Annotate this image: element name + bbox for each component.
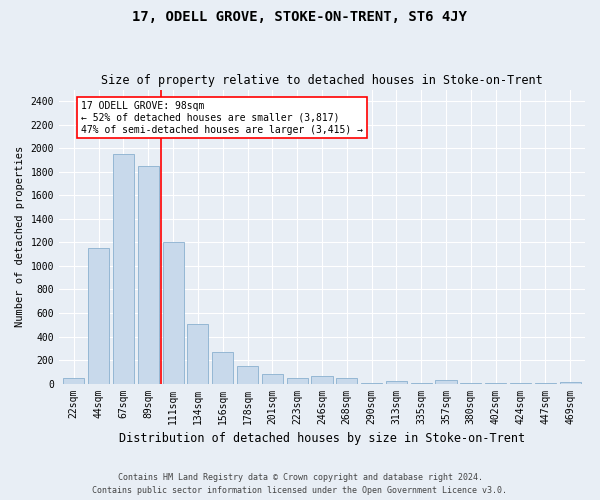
Bar [510,383,531,384]
Bar [287,378,308,384]
Bar [212,352,233,384]
Bar [262,374,283,384]
Bar [311,376,332,384]
Bar [237,366,258,384]
Bar [460,383,481,384]
Bar [560,382,581,384]
Bar [113,154,134,384]
Text: Contains HM Land Registry data © Crown copyright and database right 2024.
Contai: Contains HM Land Registry data © Crown c… [92,474,508,495]
Bar [138,166,159,384]
Bar [88,248,109,384]
Bar [535,383,556,384]
Text: 17, ODELL GROVE, STOKE-ON-TRENT, ST6 4JY: 17, ODELL GROVE, STOKE-ON-TRENT, ST6 4JY [133,10,467,24]
Y-axis label: Number of detached properties: Number of detached properties [15,146,25,327]
Bar [63,378,85,384]
Bar [336,378,358,384]
Text: 17 ODELL GROVE: 98sqm
← 52% of detached houses are smaller (3,817)
47% of semi-d: 17 ODELL GROVE: 98sqm ← 52% of detached … [81,102,363,134]
Bar [163,242,184,384]
Bar [410,383,432,384]
Bar [436,380,457,384]
Bar [361,383,382,384]
Bar [386,381,407,384]
X-axis label: Distribution of detached houses by size in Stoke-on-Trent: Distribution of detached houses by size … [119,432,525,445]
Bar [187,324,208,384]
Title: Size of property relative to detached houses in Stoke-on-Trent: Size of property relative to detached ho… [101,74,543,87]
Bar [485,383,506,384]
